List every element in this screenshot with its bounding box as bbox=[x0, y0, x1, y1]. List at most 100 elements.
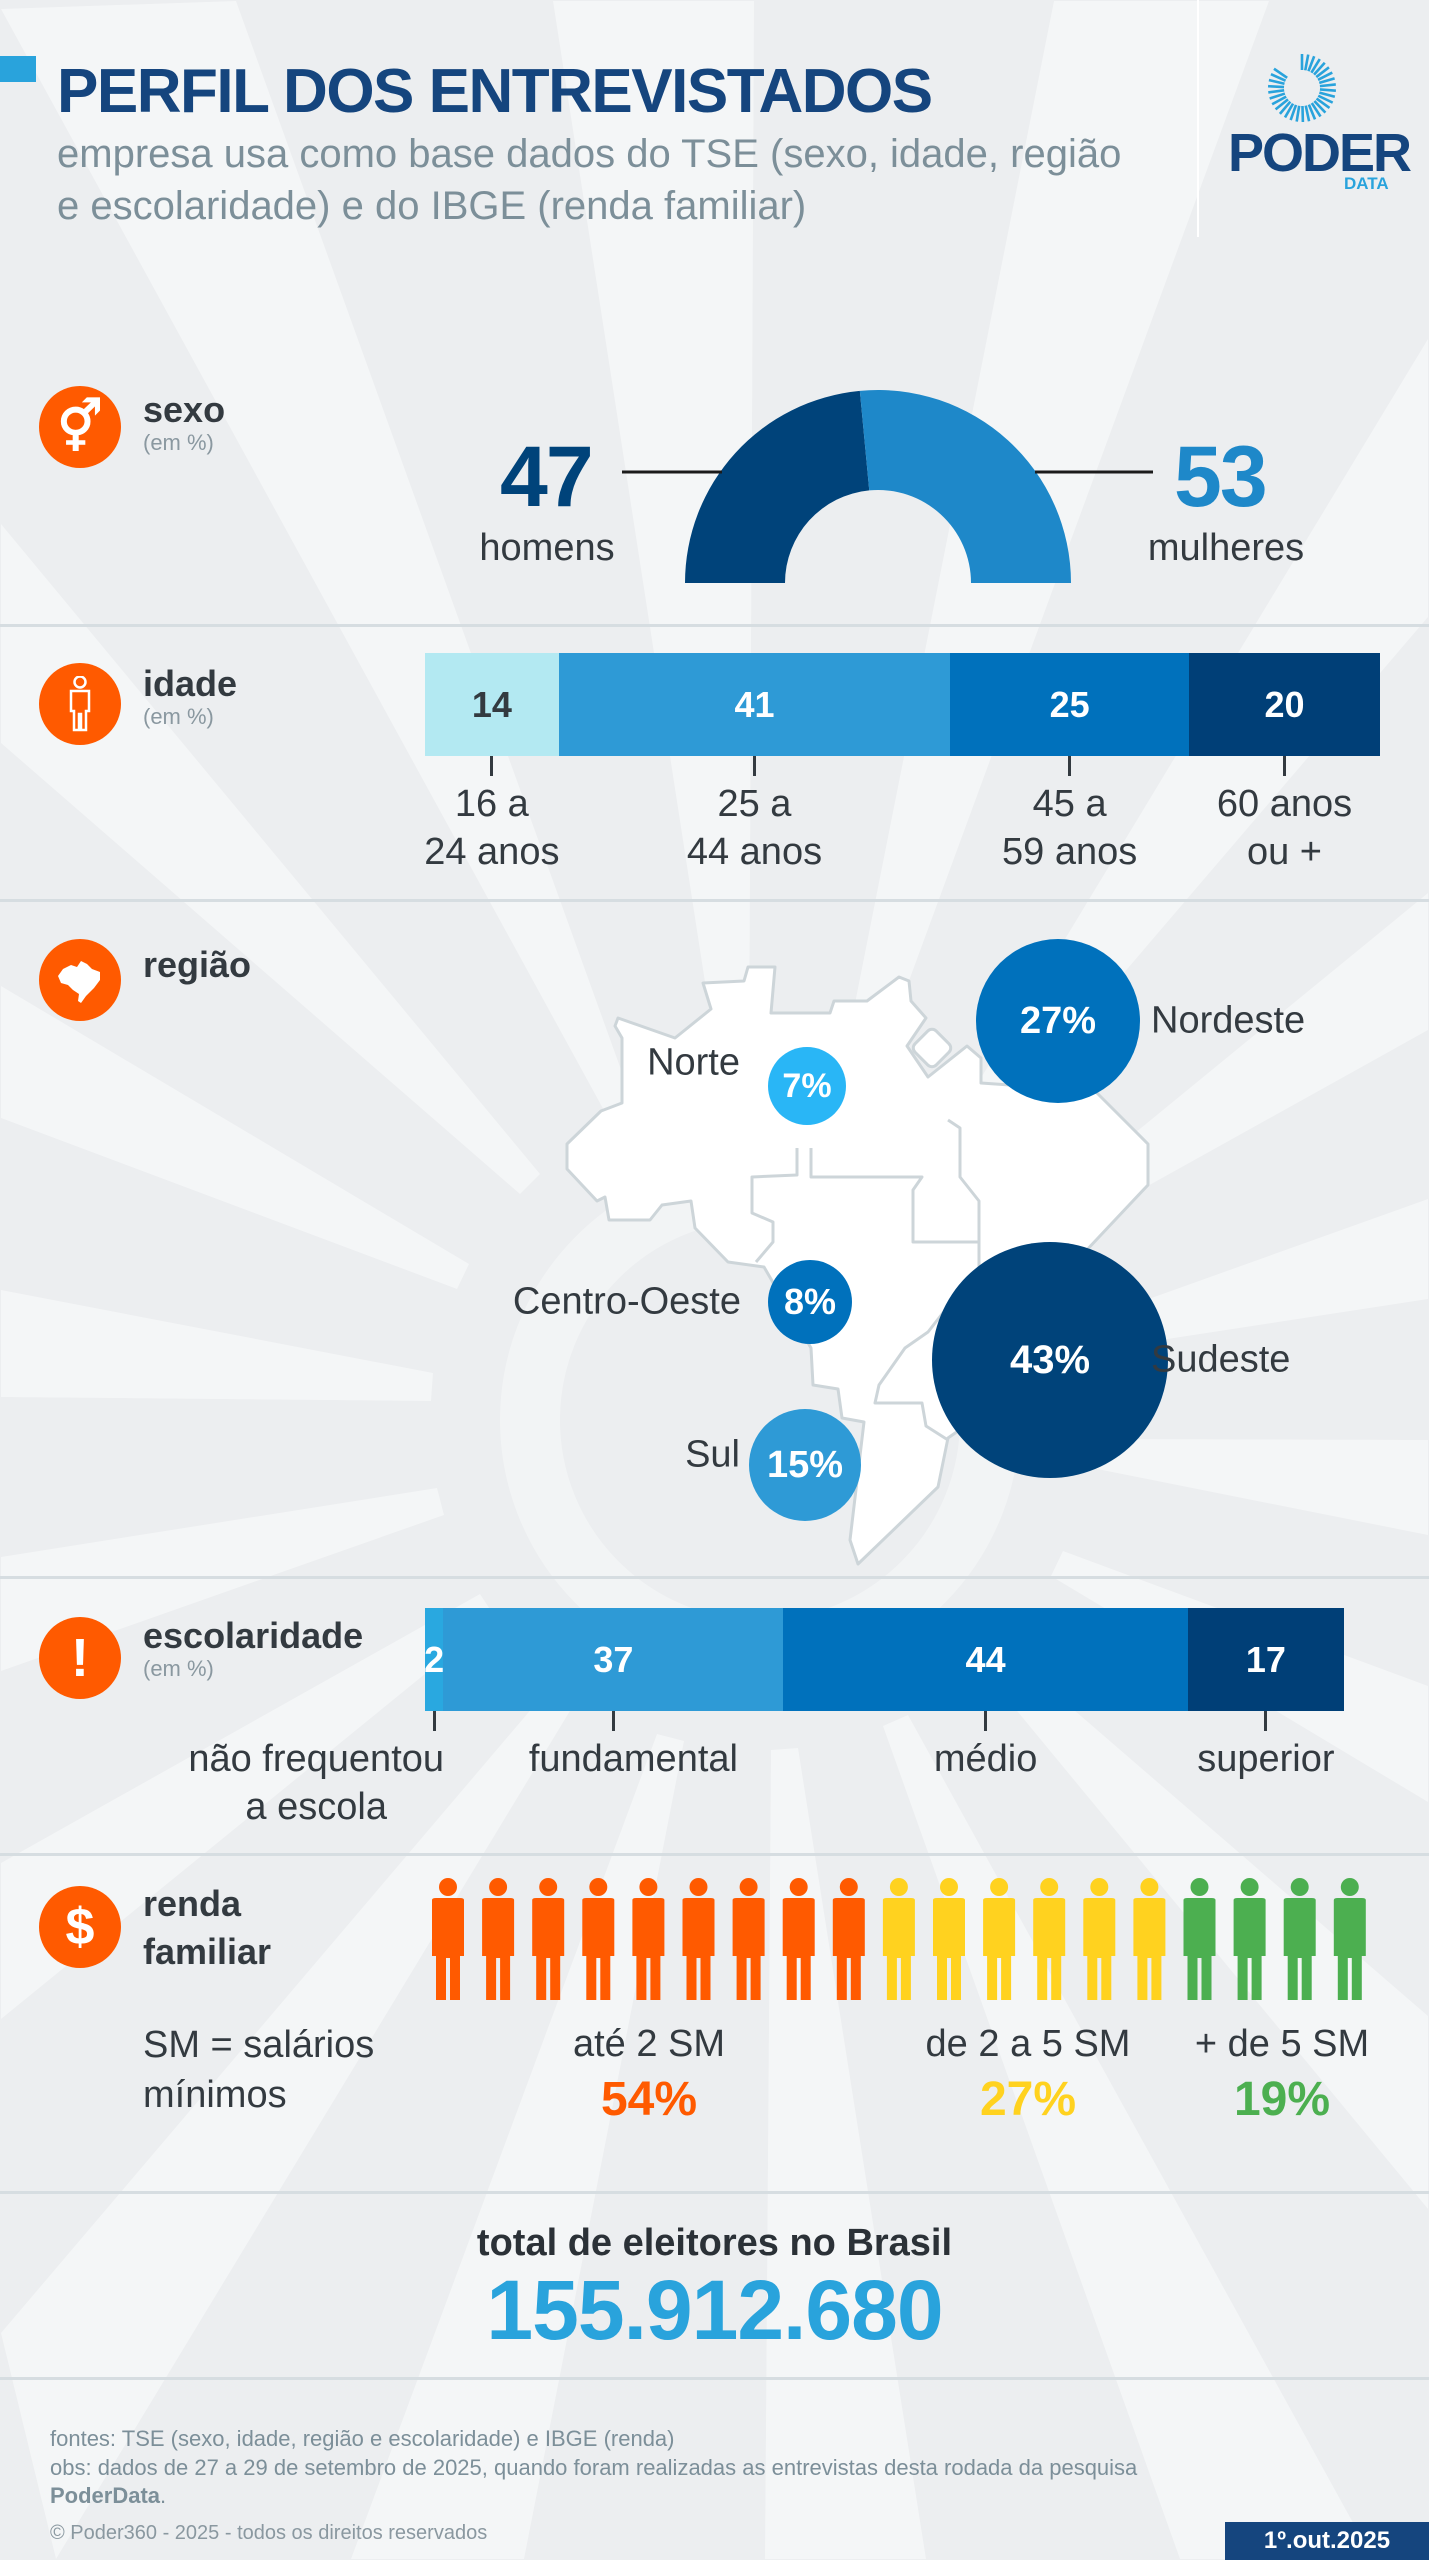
idade-tick bbox=[752, 756, 756, 776]
escolaridade-heading: escolaridade (em %) bbox=[143, 1616, 363, 1682]
sexo-half-donut bbox=[622, 390, 1153, 583]
poderdata-logo-burst-icon bbox=[1267, 54, 1336, 123]
region-label-nordeste: Nordeste bbox=[1151, 999, 1306, 1042]
section-divider bbox=[0, 2191, 1429, 2194]
idade-segment: 41 bbox=[558, 653, 951, 756]
escolaridade-segment-value: 37 bbox=[593, 1638, 634, 1680]
idade-segment-value: 20 bbox=[1264, 683, 1305, 725]
escolaridade-category-label: fundamental bbox=[529, 1735, 738, 1783]
copyright: © Poder360 - 2025 - todos os direitos re… bbox=[50, 2522, 488, 2544]
person-figure-icon bbox=[582, 1878, 615, 2000]
escolaridade-stacked-bar: 2 37 44 17 bbox=[424, 1608, 1344, 1711]
idade-unit: (em %) bbox=[143, 704, 214, 729]
region-label-centro-oeste: Centro-Oeste bbox=[512, 1280, 741, 1323]
donut-slice-mulheres bbox=[859, 390, 1071, 583]
escolaridade-unit: (em %) bbox=[143, 1656, 214, 1681]
idade-label-line-1: 45 a bbox=[1032, 783, 1107, 825]
idade-segment-value: 41 bbox=[734, 683, 775, 725]
section-divider bbox=[0, 1853, 1429, 1856]
escolaridade-segment: 2 bbox=[424, 1608, 445, 1711]
escolaridade-label-line-1: não frequentou bbox=[188, 1738, 445, 1780]
renda-group-label: + de 5 SM bbox=[1194, 2023, 1370, 2065]
sources-note: fontes: TSE (sexo, idade, região e escol… bbox=[50, 2426, 675, 2451]
idade-label: idade bbox=[143, 663, 238, 704]
person-figure-icon bbox=[732, 1878, 765, 2000]
idade-segment: 14 bbox=[425, 653, 559, 756]
escolaridade-segment-value: 2 bbox=[424, 1638, 445, 1680]
regiao-label: região bbox=[143, 944, 252, 985]
page-title: PERFIL DOS ENTREVISTADOS bbox=[57, 57, 933, 126]
idade-category-label: 16 a 24 anos bbox=[424, 780, 559, 876]
idade-label-line-2: 44 anos bbox=[686, 831, 823, 873]
sm-note-line-1: SM = salários bbox=[143, 2024, 375, 2066]
background-ray bbox=[1087, 1439, 1428, 1535]
idade-label-line-1: 25 a bbox=[717, 783, 792, 825]
brazil-map-icon bbox=[39, 939, 121, 1021]
section-divider bbox=[0, 1576, 1429, 1579]
date-badge: 1º.out.2025 bbox=[1225, 2522, 1429, 2560]
idade-label-line-2: ou + bbox=[1246, 831, 1323, 873]
renda-group-percent: 27% bbox=[979, 2073, 1077, 2126]
escolaridade-segment: 44 bbox=[783, 1608, 1188, 1711]
subtitle-line-1: empresa usa como base dados do TSE (sexo… bbox=[57, 132, 1122, 176]
idade-tick bbox=[1068, 756, 1072, 776]
escolaridade-label-line-2: a escola bbox=[245, 1786, 387, 1828]
obs-note: obs: dados de 27 a 29 de setembro de 202… bbox=[50, 2455, 1138, 2480]
person-figure-icon bbox=[682, 1878, 715, 2000]
person-figure-icon bbox=[632, 1878, 665, 2000]
escolaridade-segment: 37 bbox=[443, 1608, 784, 1711]
idade-category-label: 45 a 59 anos bbox=[1002, 780, 1137, 876]
renda-people-pictogram bbox=[432, 1878, 1366, 2000]
escolaridade-category-label: médio bbox=[934, 1735, 1038, 1783]
person-figure-icon bbox=[1333, 1878, 1366, 2000]
subtitle-line-2: e escolaridade) e do IBGE (renda familia… bbox=[57, 184, 807, 228]
background-ray bbox=[553, 1, 754, 1092]
idade-label-line-2: 59 anos bbox=[1002, 831, 1138, 873]
idade-category-label: 60 anos ou + bbox=[1217, 780, 1352, 876]
person-figure-icon bbox=[983, 1878, 1016, 2000]
escolaridade-label: escolaridade bbox=[143, 1615, 364, 1656]
region-bubble-norte: 7% bbox=[768, 1047, 846, 1125]
renda-group-label: de 2 a 5 SM bbox=[925, 2023, 1131, 2065]
person-figure-icon bbox=[1233, 1878, 1266, 2000]
idade-stacked-bar: 14 41 25 20 bbox=[425, 653, 1380, 756]
dollar-icon: $ bbox=[39, 1886, 121, 1968]
page-subtitle: empresa usa como base dados do TSE (sexo… bbox=[57, 128, 1217, 232]
idade-label-line-2: 24 anos bbox=[424, 831, 560, 873]
background-ray bbox=[1076, 1199, 1428, 1352]
region-borders bbox=[750, 1118, 981, 1442]
person-figure-icon bbox=[1033, 1878, 1066, 2000]
idade-tick bbox=[1283, 756, 1286, 776]
region-label-sul: Sul bbox=[685, 1433, 740, 1476]
escolaridade-tick bbox=[1264, 1711, 1268, 1731]
idade-label-line-1: 16 a bbox=[454, 783, 529, 825]
escolaridade-tick bbox=[611, 1711, 615, 1731]
mulheres-label: mulheres bbox=[1147, 527, 1305, 569]
escolaridade-category-label: não frequentou a escola bbox=[188, 1735, 444, 1831]
background-ray bbox=[1, 1, 637, 1125]
idade-segment-value: 14 bbox=[471, 683, 512, 725]
person-figure-icon bbox=[933, 1878, 965, 2000]
section-divider bbox=[0, 899, 1429, 902]
gender-icon: ⚥ bbox=[39, 386, 121, 468]
idade-tick bbox=[490, 756, 494, 776]
sexo-unit: (em %) bbox=[143, 430, 214, 455]
region-bubble-sul: 15% bbox=[749, 1409, 861, 1521]
obs-brand: PoderData. bbox=[50, 2483, 167, 2508]
person-figure-icon bbox=[482, 1878, 515, 2000]
homens-value: 47 bbox=[500, 429, 594, 525]
mulheres-value: 53 bbox=[1174, 429, 1268, 525]
background-ray bbox=[1, 1594, 495, 2019]
renda-group-percent: 54% bbox=[600, 2073, 698, 2126]
section-divider bbox=[0, 624, 1429, 627]
sexo-heading: sexo (em %) bbox=[143, 390, 225, 456]
idade-category-label: 25 a 44 anos bbox=[687, 780, 822, 876]
person-figure-icon bbox=[432, 1878, 464, 2000]
region-bubble-centro-oeste: 8% bbox=[768, 1260, 852, 1344]
region-label-norte: Norte bbox=[647, 1041, 740, 1084]
background-ray bbox=[1, 986, 469, 1289]
renda-heading: renda familiar bbox=[143, 1880, 271, 1976]
homens-label: homens bbox=[479, 527, 615, 569]
escolaridade-tick bbox=[984, 1711, 988, 1731]
marajo-island bbox=[911, 1027, 953, 1069]
